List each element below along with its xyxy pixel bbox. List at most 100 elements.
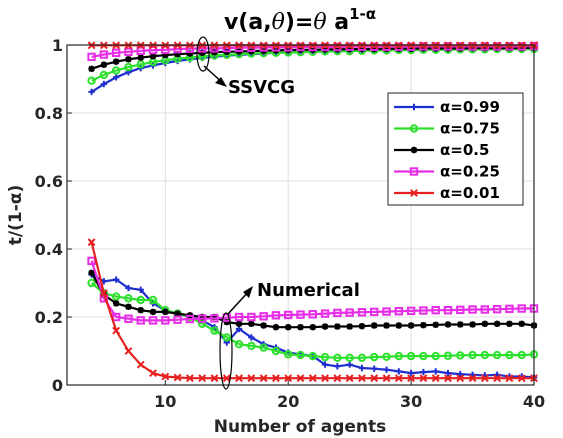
data-point [431,374,440,383]
data-point [100,80,108,88]
data-point [345,374,354,383]
data-point [357,42,367,51]
data-point [247,312,256,322]
data-point [456,374,465,383]
data-point [382,42,391,51]
data-point [432,321,439,329]
x-tick-label: 10 [154,392,176,411]
data-point [493,374,502,383]
data-point [112,326,121,335]
chart-title: v(a,θ)=θ a1-α [224,5,376,35]
data-point [383,45,390,52]
data-point [124,314,133,323]
data-point [210,314,219,323]
y-tick-label: 0.4 [35,240,63,259]
data-point [407,45,415,52]
data-point [284,374,293,383]
data-point [210,326,219,335]
data-point [296,42,305,52]
data-point [357,308,367,317]
data-point [173,373,182,382]
data-point [395,322,403,329]
data-point [518,320,525,327]
data-point [124,47,133,56]
data-point [370,352,379,362]
data-point [149,308,157,316]
data-point [431,306,440,315]
y-tick-label: 1 [52,36,63,55]
data-point [271,311,281,320]
legend-marker [410,103,418,111]
data-point [506,320,513,327]
data-point [480,305,490,314]
data-point [517,374,526,383]
data-point [124,294,133,303]
data-point [505,374,514,383]
data-point [148,45,158,55]
x-tick-label: 30 [400,392,422,411]
plot-frame [66,44,535,386]
legend-entry: α=0.5 [394,141,489,159]
data-point [259,343,268,352]
data-point [468,350,477,360]
data-point [406,42,416,51]
data-point [320,309,330,318]
data-point [162,308,169,316]
data-point [186,50,194,57]
data-point [149,369,157,378]
series-numerical-8 [87,256,539,325]
data-point [248,320,255,327]
data-point [457,370,464,378]
data-point [321,361,329,368]
data-point [321,323,329,330]
data-point [125,56,132,63]
legend-entry: α=0.75 [394,120,500,138]
data-point [285,324,292,331]
annotation-ssvcg-ellipse [196,36,210,72]
data-point [136,295,145,305]
data-point [308,42,317,52]
data-point [111,292,121,301]
data-point [149,53,157,60]
data-point [443,351,453,360]
data-point [87,278,96,288]
data-point [99,70,109,80]
data-point [456,305,465,315]
data-point [161,316,170,325]
data-point [493,320,501,327]
data-point [99,289,108,298]
legend-entry: α=0.99 [394,98,500,116]
data-point [271,346,281,356]
y-tick-label: 0.2 [35,308,63,327]
data-point [419,351,428,361]
data-point [112,300,120,307]
data-point [407,374,416,383]
data-point [234,340,244,349]
x-tick-label: 40 [523,392,545,411]
data-point [100,61,108,68]
legend-marker [410,189,418,197]
data-point [308,351,317,361]
data-point [358,374,366,383]
data-point [382,307,391,316]
annotation-ssvcg-text: SSVCG [228,77,295,98]
data-point [125,284,132,292]
data-point [469,321,476,328]
data-point [505,304,514,314]
data-point [137,286,144,293]
data-point [333,353,342,362]
data-point [308,374,317,383]
data-point [112,58,120,65]
data-point [505,350,514,360]
annotation-ssvcg: SSVCG [196,36,295,98]
data-point [358,322,366,330]
data-point [272,324,280,331]
y-tick-label: 0 [52,376,63,395]
data-point [112,74,120,81]
data-point [320,42,330,52]
data-point [198,313,206,321]
data-point [406,306,416,316]
data-point [394,42,404,51]
data-point [210,374,219,383]
data-point [492,304,502,314]
